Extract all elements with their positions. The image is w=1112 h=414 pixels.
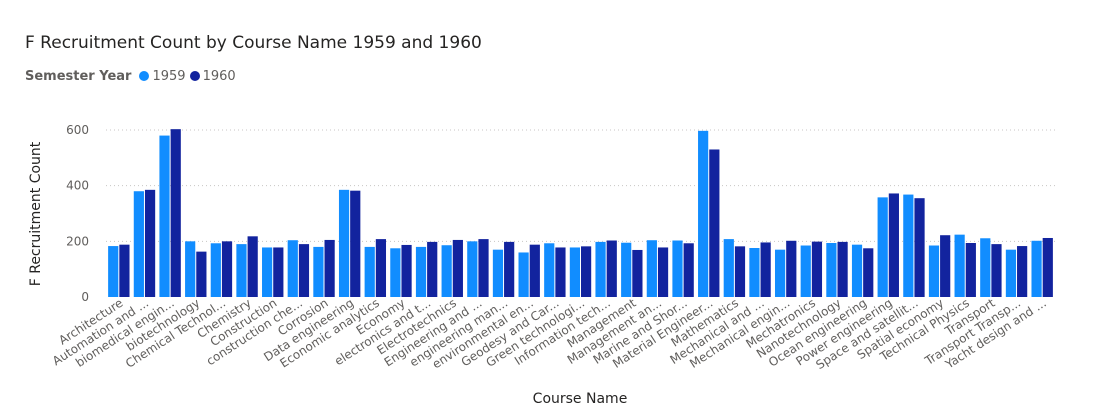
bar-1959[interactable] — [595, 241, 606, 297]
bar-1959[interactable] — [954, 234, 965, 297]
bar-1959[interactable] — [492, 249, 504, 297]
bar-1959[interactable] — [672, 240, 683, 298]
y-axis-title: F Recruitment Count — [28, 141, 44, 286]
bar-1960[interactable] — [657, 247, 669, 297]
bar-1960[interactable] — [965, 243, 976, 297]
bar-1959[interactable] — [133, 191, 144, 297]
bar-1960[interactable] — [478, 239, 489, 297]
bar-1959[interactable] — [441, 245, 452, 297]
bar-1960[interactable] — [350, 190, 361, 297]
bar-1959[interactable] — [877, 197, 888, 297]
bar-1960[interactable] — [863, 248, 874, 297]
bar-1960[interactable] — [1042, 237, 1053, 297]
bar-1960[interactable] — [401, 244, 412, 297]
bar-1959[interactable] — [621, 242, 632, 297]
bar-1960[interactable] — [555, 247, 566, 297]
bar-1960[interactable] — [811, 241, 823, 297]
bar-1960[interactable] — [709, 149, 720, 297]
bar-1960[interactable] — [221, 241, 233, 297]
bar-1959[interactable] — [364, 246, 375, 297]
legend-swatch-1960 — [189, 71, 200, 81]
bar-1960[interactable] — [632, 249, 643, 297]
bar-1959[interactable] — [338, 189, 350, 297]
bar-1959[interactable] — [185, 241, 196, 297]
legend-label-1960: 1960 — [202, 68, 236, 84]
bar-1960[interactable] — [170, 129, 181, 297]
bar-1959[interactable] — [826, 243, 837, 297]
legend-label-1959: 1959 — [152, 68, 186, 84]
bar-1960[interactable] — [273, 247, 284, 297]
y-tick-label: 200 — [66, 234, 89, 248]
x-axis-title: Course Name — [533, 391, 628, 407]
bar-1959[interactable] — [313, 246, 324, 297]
bar-1960[interactable] — [1017, 246, 1028, 297]
bar-1960[interactable] — [914, 198, 925, 297]
legend-item-1959[interactable]: 1959 — [139, 68, 186, 84]
legend-swatch-1959 — [139, 71, 150, 81]
bar-1960[interactable] — [375, 239, 387, 297]
bar-1960[interactable] — [247, 236, 258, 297]
bar-1959[interactable] — [262, 247, 273, 297]
y-tick-label: 400 — [66, 179, 89, 193]
bar-1959[interactable] — [698, 130, 709, 297]
legend-item-1960[interactable]: 1960 — [189, 68, 236, 84]
bar-1960[interactable] — [606, 240, 617, 298]
bar-1960[interactable] — [581, 246, 592, 297]
bar-1959[interactable] — [415, 246, 427, 297]
bar-1959[interactable] — [928, 245, 940, 297]
bar-1960[interactable] — [529, 244, 540, 297]
bar-1959[interactable] — [774, 249, 786, 297]
bar-1959[interactable] — [1031, 240, 1042, 297]
bars[interactable] — [108, 129, 1053, 297]
bar-1959[interactable] — [851, 244, 863, 297]
bar-1960[interactable] — [888, 193, 899, 297]
bar-1959[interactable] — [390, 248, 401, 297]
y-axis-ticks: 0 200 400 600 — [66, 123, 89, 304]
bar-1960[interactable] — [991, 244, 1002, 297]
bar-1960[interactable] — [427, 241, 438, 297]
bar-1959[interactable] — [236, 244, 247, 297]
bar-1959[interactable] — [210, 243, 221, 297]
bar-1959[interactable] — [800, 245, 811, 297]
bar-1959[interactable] — [287, 240, 298, 297]
bar-1959[interactable] — [1005, 249, 1017, 297]
bar-1960[interactable] — [452, 239, 463, 297]
bar-1959[interactable] — [108, 246, 119, 297]
bar-1959[interactable] — [903, 194, 914, 297]
bar-1959[interactable] — [518, 252, 529, 297]
y-tick-label: 600 — [66, 123, 89, 137]
bar-1959[interactable] — [544, 243, 555, 297]
bar-1960[interactable] — [683, 243, 694, 297]
bar-1959[interactable] — [467, 241, 478, 297]
bar-1959[interactable] — [646, 240, 657, 297]
bar-1960[interactable] — [196, 251, 207, 297]
chart-legend[interactable]: Semester Year 1959 1960 — [25, 67, 240, 85]
chart-title: F Recruitment Count by Course Name 1959 … — [25, 33, 482, 53]
bar-1960[interactable] — [837, 241, 848, 297]
bar-1959[interactable] — [723, 239, 734, 297]
bar-1960[interactable] — [504, 241, 515, 297]
bar-1960[interactable] — [298, 244, 310, 297]
bar-1960[interactable] — [734, 246, 746, 297]
legend-title: Semester Year — [25, 68, 132, 84]
bar-1960[interactable] — [119, 244, 130, 297]
bar-1959[interactable] — [159, 135, 170, 297]
bar-1959[interactable] — [980, 238, 991, 297]
bar-1960[interactable] — [940, 235, 951, 297]
bar-1960[interactable] — [144, 189, 156, 297]
bar-1960[interactable] — [324, 239, 335, 297]
bar-1959[interactable] — [569, 247, 580, 297]
bar-1959[interactable] — [749, 248, 760, 297]
y-tick-label: 0 — [81, 290, 89, 304]
bar-1960[interactable] — [760, 242, 771, 297]
bar-1960[interactable] — [786, 240, 797, 297]
